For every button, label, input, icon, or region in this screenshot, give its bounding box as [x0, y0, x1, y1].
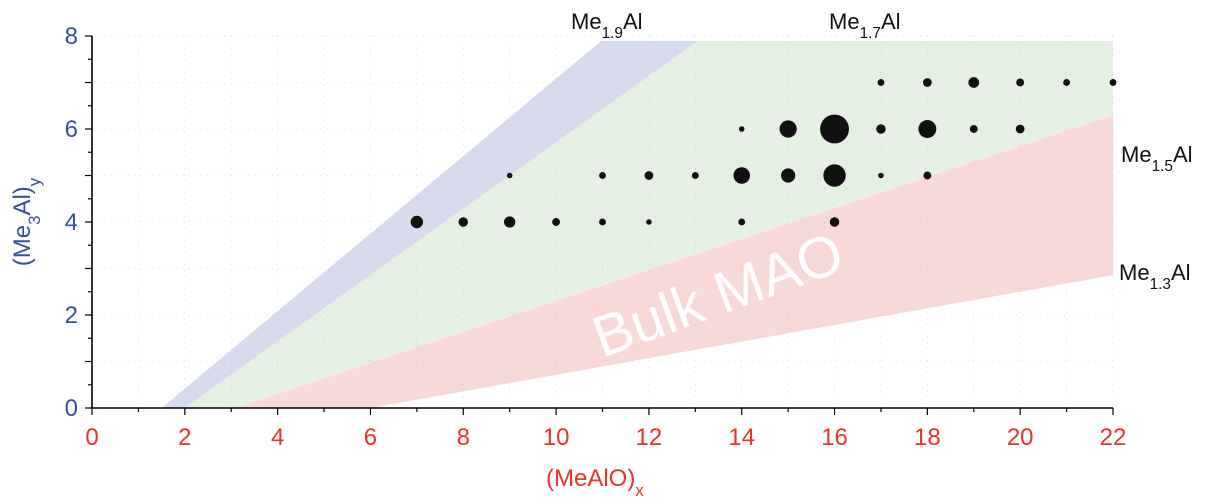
x-tick-label: 10	[543, 424, 570, 451]
data-point	[599, 218, 606, 226]
axis-and-line-labels: (MeAlO)x (Me3Al)y Me1.9Al Me1.7Al Me1.5Al Me1…	[9, 9, 1193, 500]
data-point	[968, 77, 980, 88]
x-tick-label: 14	[728, 424, 755, 451]
x-tick-label: 18	[914, 424, 941, 451]
composition-label-2: Me1.7Al	[829, 9, 901, 42]
data-point	[506, 172, 513, 179]
x-tick-label: 0	[85, 424, 98, 451]
y-tick-label: 6	[65, 116, 78, 143]
data-point	[820, 114, 849, 144]
x-tick-label: 20	[1007, 424, 1034, 451]
y-tick-label: 0	[65, 395, 78, 422]
data-point	[877, 79, 885, 86]
data-point	[504, 216, 516, 228]
data-point	[691, 172, 699, 179]
band-3	[235, 115, 1113, 408]
x-tick-label: 8	[457, 424, 470, 451]
data-point	[458, 217, 469, 227]
band-1	[161, 41, 698, 408]
data-points	[410, 77, 1117, 229]
x-tick-label: 12	[636, 424, 663, 451]
y-tick-label: 8	[65, 23, 78, 50]
data-point	[410, 215, 424, 229]
x-tick-label: 2	[178, 424, 191, 451]
data-point	[876, 124, 886, 134]
data-point	[646, 219, 652, 225]
data-point	[738, 126, 745, 132]
y-tick-label: 4	[65, 209, 78, 236]
data-point	[823, 164, 846, 187]
data-point	[1016, 78, 1025, 87]
composition-label-3: Me1.5Al	[1121, 142, 1193, 175]
data-point	[918, 120, 937, 138]
data-point	[599, 172, 606, 179]
data-point	[923, 78, 932, 87]
data-point	[969, 125, 978, 133]
y-tick-label: 2	[65, 302, 78, 329]
data-point	[1063, 79, 1071, 86]
data-point	[644, 171, 654, 180]
data-point	[738, 218, 746, 226]
data-point	[1109, 79, 1117, 86]
data-point	[781, 168, 796, 183]
x-tick-label: 22	[1100, 424, 1127, 451]
x-tick-label: 16	[821, 424, 848, 451]
axes	[85, 35, 1114, 415]
data-point	[829, 217, 840, 227]
y-axis-title: (Me3Al)y	[9, 177, 44, 266]
data-point	[923, 171, 932, 180]
data-point	[552, 218, 561, 226]
data-point	[779, 120, 797, 138]
x-tick-label: 6	[364, 424, 377, 451]
tick-labels: 0 2 4 6 8 10 12 14 16 18 20 22 0 2 4 6 8	[65, 23, 1127, 451]
x-tick-label: 4	[271, 424, 284, 451]
data-point	[733, 167, 750, 184]
data-point	[878, 172, 884, 179]
composition-label-4: Me1.3Al	[1119, 260, 1191, 293]
composition-label-1: Me1.9Al	[571, 9, 643, 42]
x-axis-title: (MeAlO)x	[546, 465, 644, 498]
data-point	[1015, 124, 1025, 134]
